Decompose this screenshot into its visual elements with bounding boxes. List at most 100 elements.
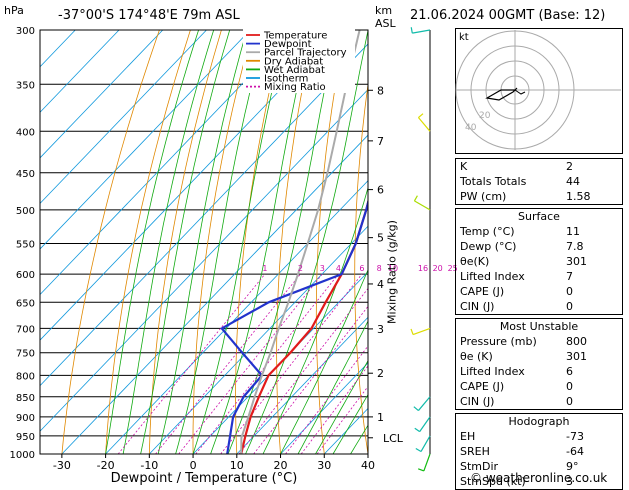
index-row: θe (K)301 [456, 349, 622, 364]
index-row: CIN (J)0 [456, 299, 622, 314]
index-row: SREH-64 [456, 444, 622, 459]
most-unstable-title: Most Unstable [456, 319, 622, 334]
isotherm-line [62, 30, 469, 454]
dry-adiabat-line [428, 30, 456, 454]
hodograph-kt-label: kt [459, 32, 469, 43]
wind-barb-flag-icon [411, 329, 413, 335]
wet-adiabat-line [141, 30, 230, 454]
pressure-tick-label: 300 [16, 26, 35, 37]
wind-barb-icon [418, 118, 430, 132]
pressure-tick-label: 550 [16, 239, 35, 250]
wind-barb-icon [420, 417, 430, 432]
asl-label: ASL [375, 17, 396, 30]
km-tick-label: 8 [377, 84, 384, 97]
index-row: PW (cm)1.58 [456, 189, 622, 204]
index-row: EH-73 [456, 429, 622, 444]
pressure-tick-label: 650 [16, 298, 35, 309]
km-tick-label: 3 [377, 323, 384, 336]
hodograph-indices-title: Hodograph [456, 414, 622, 429]
mixing-ratio-line [221, 274, 362, 454]
mixing-ratio-label: 8 [377, 264, 382, 273]
pressure-tick-label: 500 [16, 206, 35, 217]
pressure-tick-label: 600 [16, 270, 35, 281]
index-row: StmSpd (kt)3 [456, 474, 622, 489]
mixing-ratio-label: 16 [418, 264, 428, 273]
hodograph-ring-label-40: 40 [465, 123, 477, 133]
wind-barb-icon [424, 454, 430, 471]
km-tick-label: 5 [377, 232, 384, 245]
wind-barb-flag-icon [415, 428, 420, 431]
surface-title: Surface [456, 209, 622, 224]
wind-barb-icon [421, 436, 430, 452]
wind-barb-icon [413, 328, 430, 334]
mixing-ratio-label: 2 [298, 264, 303, 273]
pressure-tick-label: 400 [16, 127, 35, 138]
index-row: CIN (J)0 [456, 394, 622, 409]
location-title: -37°00'S 174°48'E 79m ASL [58, 8, 240, 23]
km-tick-label: 1 [377, 411, 384, 424]
wet-adiabat-line [281, 30, 445, 454]
wind-barb-flag-icon [418, 114, 423, 118]
isotherm-line [0, 30, 381, 454]
pressure-tick-label: 700 [16, 324, 35, 335]
km-tick-label: 6 [377, 184, 384, 197]
km-tick-label: 2 [377, 367, 384, 380]
pressure-tick-label: 950 [16, 432, 35, 443]
x-axis-label: Dewpoint / Temperature (°C) [40, 471, 368, 486]
mixing-ratio-label: 4 [336, 264, 341, 273]
mixing-ratio-label: 3 [320, 264, 325, 273]
pressure-tick-label: 1000 [10, 450, 35, 461]
wet-adiabat-line [123, 30, 214, 454]
datetime-title: 21.06.2024 00GMT (Base: 12) [410, 8, 605, 23]
mixing-ratio-line [301, 274, 437, 454]
wind-barb-icon [412, 30, 430, 33]
hpa-label: hPa [4, 4, 24, 17]
surface-box: Surface Temp (°C)11 Dewp (°C)7.8 θe(K)30… [455, 208, 623, 315]
mixing-ratio-label: 1 [262, 264, 267, 273]
wet-adiabat-line [211, 30, 311, 454]
km-label: km [375, 4, 392, 17]
pressure-tick-label: 800 [16, 371, 35, 382]
mixing-ratio-label: 20 [433, 264, 443, 273]
wind-barb-flag-icon [414, 407, 419, 411]
wind-barb-flag-icon [411, 27, 412, 33]
pressure-tick-label: 900 [16, 413, 35, 424]
wet-adiabat-line [106, 30, 199, 454]
pressure-tick-label: 350 [16, 80, 35, 91]
mixing-ratio-label: 6 [359, 264, 364, 273]
dry-adiabat-line [193, 30, 252, 454]
dry-adiabat-line [625, 30, 629, 454]
mixing-ratio-axis-label: Mixing Ratio (g/kg) [386, 220, 399, 324]
index-row: CAPE (J)0 [456, 379, 622, 394]
index-row: CAPE (J)0 [456, 284, 622, 299]
dewpoint-series [222, 30, 378, 454]
wind-barb-flag-icon [414, 196, 417, 201]
isotherm-line [18, 30, 425, 454]
isotherm-line [0, 30, 250, 454]
isotherm-line [0, 30, 338, 454]
index-row: Dewp (°C)7.8 [456, 239, 622, 254]
wet-adiabat-line [246, 30, 369, 454]
isotherm-line [0, 30, 75, 454]
mixing-ratio-line [118, 274, 265, 454]
pressure-tick-label: 450 [16, 169, 35, 180]
km-tick-label: 7 [377, 135, 384, 148]
dry-adiabat-line [355, 30, 377, 454]
wind-barb-flag-icon [416, 449, 421, 452]
pressure-tick-label: 850 [16, 393, 35, 404]
pressure-tick-label: 750 [16, 349, 35, 360]
index-row: Temp (°C)11 [456, 224, 622, 239]
wind-barb-icon [414, 201, 430, 210]
hodograph: kt 20 40 [455, 28, 623, 154]
legend-entry-label: Mixing Ratio [264, 82, 326, 93]
index-row: θe(K)301 [456, 254, 622, 269]
hodograph-ring-label-20: 20 [479, 111, 491, 121]
most-unstable-box: Most Unstable Pressure (mb)800 θe (K)301… [455, 318, 623, 410]
index-row: Pressure (mb)800 [456, 334, 622, 349]
